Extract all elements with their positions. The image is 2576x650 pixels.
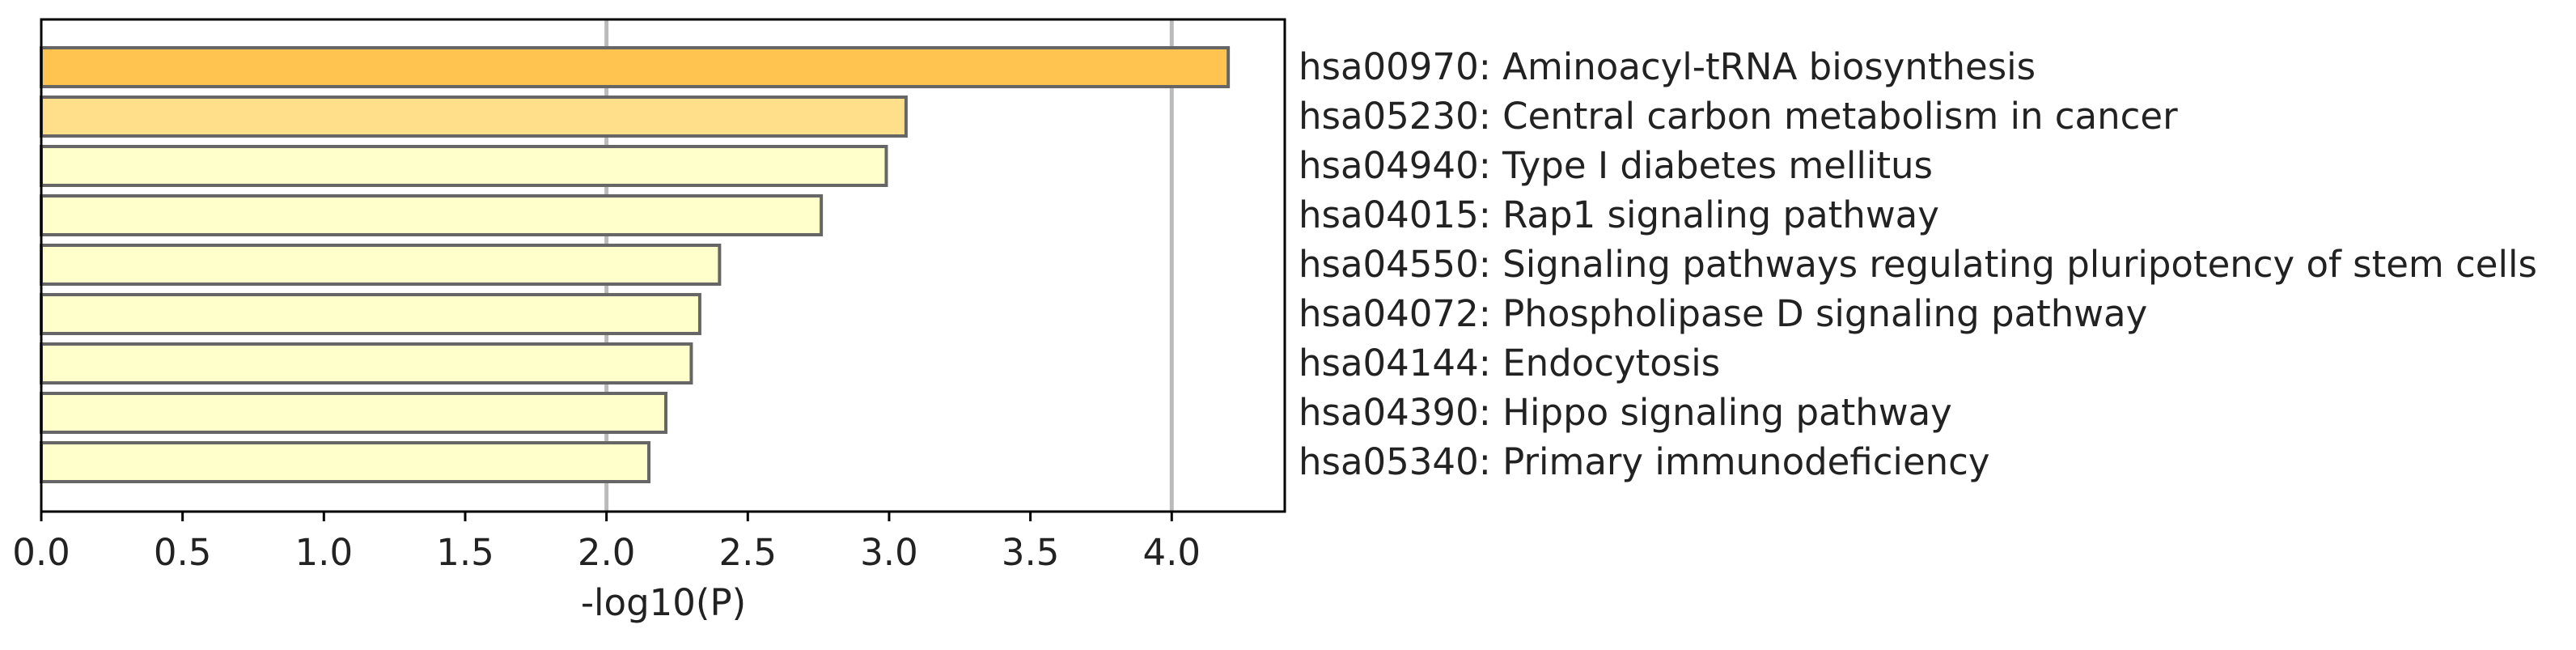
bar — [40, 342, 693, 384]
bar — [40, 145, 888, 187]
bar — [40, 194, 824, 236]
category-label: hsa04550: Signaling pathways regulating … — [1299, 243, 2537, 286]
x-tick-label: 0.0 — [12, 531, 70, 574]
x-tick-label: 1.5 — [436, 531, 494, 574]
bar — [40, 46, 1231, 88]
category-label: hsa05340: Primary immunodeficiency — [1299, 440, 1990, 483]
category-label: hsa00970: Aminoacyl-tRNA biosynthesis — [1299, 45, 2036, 88]
x-tick-label: 0.5 — [154, 531, 212, 574]
x-tick-label: 3.0 — [860, 531, 918, 574]
x-axis-label: -log10(P) — [581, 581, 746, 624]
x-tick-label: 4.0 — [1142, 531, 1201, 574]
category-label: hsa04144: Endocytosis — [1299, 342, 1720, 384]
x-tick-label: 2.0 — [578, 531, 636, 574]
category-label: hsa05230: Central carbon metabolism in c… — [1299, 95, 2178, 138]
category-label: hsa04390: Hippo signaling pathway — [1299, 391, 1952, 434]
category-label: hsa04072: Phospholipase D signaling path… — [1299, 292, 2147, 335]
category-label: hsa04015: Rap1 signaling pathway — [1299, 193, 1939, 236]
bar — [40, 244, 722, 286]
axes-frame — [40, 18, 1286, 513]
category-label: hsa04940: Type I diabetes mellitus — [1299, 144, 1933, 187]
x-tick-label: 2.5 — [719, 531, 777, 574]
bar — [40, 392, 667, 434]
bar — [40, 96, 908, 138]
x-tick-label: 3.5 — [1002, 531, 1060, 574]
bar — [40, 441, 651, 483]
bar — [40, 293, 701, 335]
x-tick-label: 1.0 — [295, 531, 354, 574]
